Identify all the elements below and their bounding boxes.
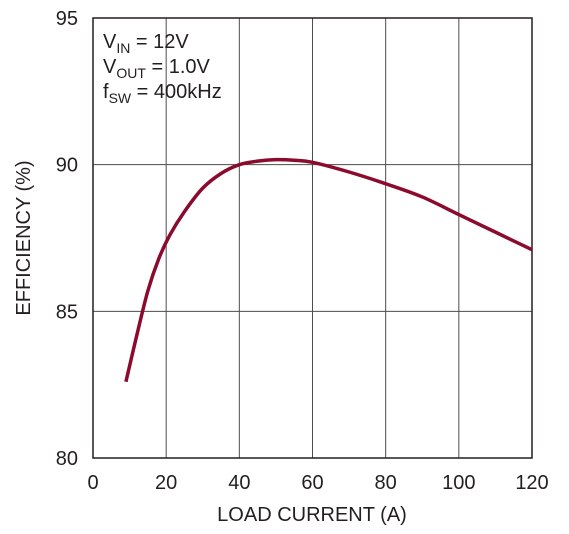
y-tick-labels: 80 85 90 95 — [56, 8, 78, 470]
x-tick-label: 20 — [155, 472, 177, 494]
annotation-line: fSW = 400kHz — [103, 81, 222, 106]
plot-frame — [92, 17, 533, 459]
x-tick-label: 120 — [515, 472, 548, 494]
x-axis-label: LOAD CURRENT (A) — [217, 504, 407, 526]
x-tick-label: 40 — [228, 472, 250, 494]
annotation-line: VIN = 12V — [103, 31, 189, 56]
grid — [93, 18, 532, 458]
efficiency-series-line — [124, 157, 533, 383]
x-tick-labels: 0 20 40 60 80 100 120 — [87, 472, 548, 494]
x-tick-label: 80 — [375, 472, 397, 494]
x-tick-label: 100 — [442, 472, 475, 494]
x-tick-label: 60 — [301, 472, 323, 494]
x-tick-label: 0 — [87, 472, 98, 494]
annotation-line: VOUT = 1.0V — [103, 56, 211, 81]
y-tick-label: 95 — [56, 8, 78, 30]
y-axis-label: EFFICIENCY (%) — [13, 160, 35, 315]
y-tick-label: 80 — [56, 448, 78, 470]
y-tick-label: 90 — [56, 155, 78, 177]
y-tick-label: 85 — [56, 301, 78, 323]
series-group — [124, 157, 533, 383]
